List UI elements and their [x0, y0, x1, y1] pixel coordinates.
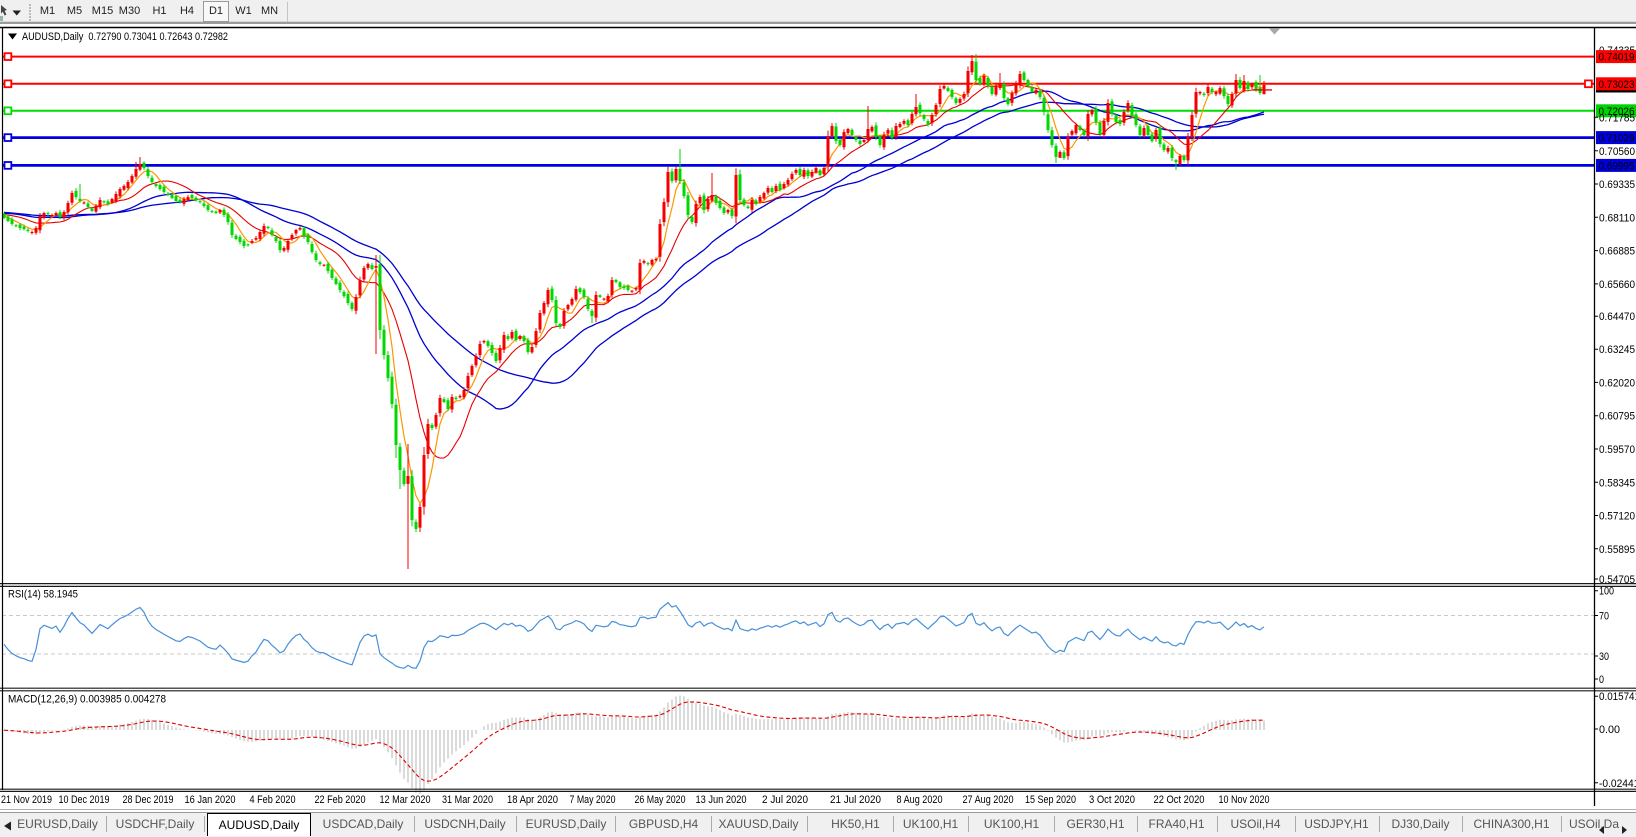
svg-text:18 Apr 2020: 18 Apr 2020: [507, 794, 558, 806]
svg-text:2 Jul 2020: 2 Jul 2020: [762, 794, 808, 806]
svg-text:10 Nov 2020: 10 Nov 2020: [1219, 794, 1270, 806]
svg-text:0.69995: 0.69995: [1599, 160, 1635, 172]
svg-text:4 Feb 2020: 4 Feb 2020: [250, 794, 296, 806]
svg-text:22 Feb 2020: 22 Feb 2020: [315, 794, 366, 806]
svg-text:21 Jul 2020: 21 Jul 2020: [830, 794, 881, 806]
svg-text:0.72026: 0.72026: [1599, 106, 1635, 118]
svg-text:70: 70: [1599, 611, 1609, 623]
svg-text:0.015741: 0.015741: [1599, 691, 1636, 703]
svg-text:0.63245: 0.63245: [1599, 344, 1635, 356]
svg-text:0.00: 0.00: [1599, 724, 1620, 736]
svg-text:0.64470: 0.64470: [1599, 311, 1635, 323]
svg-text:0.69335: 0.69335: [1599, 179, 1635, 191]
svg-text:AUDUSD,Daily 0.72790 0.73041: AUDUSD,Daily 0.72790 0.73041 0.72643 0.7…: [22, 31, 228, 43]
svg-text:31 Mar 2020: 31 Mar 2020: [442, 794, 493, 806]
svg-text:0.73023: 0.73023: [1599, 79, 1635, 91]
svg-text:0.55895: 0.55895: [1599, 544, 1635, 556]
svg-text:0.57120: 0.57120: [1599, 511, 1635, 523]
svg-text:7 May 2020: 7 May 2020: [570, 794, 616, 806]
svg-text:10 Dec 2019: 10 Dec 2019: [59, 794, 110, 806]
svg-text:0.58345: 0.58345: [1599, 477, 1635, 489]
svg-text:MACD(12,26,9) 0.003985 0.00427: MACD(12,26,9) 0.003985 0.004278: [8, 694, 166, 706]
svg-text:0.59570: 0.59570: [1599, 444, 1635, 456]
svg-text:15 Sep 2020: 15 Sep 2020: [1025, 794, 1076, 806]
svg-text:0.74019: 0.74019: [1599, 52, 1635, 64]
svg-text:0.68110: 0.68110: [1599, 212, 1635, 224]
svg-text:0.62020: 0.62020: [1599, 377, 1635, 389]
svg-text:0.70560: 0.70560: [1599, 146, 1635, 158]
svg-text:8 Aug 2020: 8 Aug 2020: [897, 794, 943, 806]
svg-text:28 Dec 2019: 28 Dec 2019: [123, 794, 174, 806]
svg-text:0.54705: 0.54705: [1599, 574, 1635, 586]
svg-text:-0.024412: -0.024412: [1599, 778, 1636, 790]
svg-text:0.71785: 0.71785: [1599, 112, 1635, 124]
svg-text:26 May 2020: 26 May 2020: [635, 794, 686, 806]
svg-text:16 Jan 2020: 16 Jan 2020: [185, 794, 236, 806]
svg-text:100: 100: [1599, 586, 1614, 598]
svg-text:13 Jun 2020: 13 Jun 2020: [696, 794, 747, 806]
svg-text:RSI(14) 58.1945: RSI(14) 58.1945: [8, 589, 78, 601]
svg-text:0.60795: 0.60795: [1599, 411, 1635, 423]
svg-text:22 Oct 2020: 22 Oct 2020: [1154, 794, 1205, 806]
svg-text:3 Oct 2020: 3 Oct 2020: [1089, 794, 1135, 806]
svg-text:0.71029: 0.71029: [1599, 133, 1635, 145]
svg-text:30: 30: [1599, 651, 1609, 663]
svg-text:0: 0: [1599, 674, 1604, 686]
svg-text:21 Nov 2019: 21 Nov 2019: [1, 794, 52, 806]
svg-text:27 Aug 2020: 27 Aug 2020: [963, 794, 1014, 806]
svg-text:0.65660: 0.65660: [1599, 279, 1635, 291]
svg-text:0.66885: 0.66885: [1599, 246, 1635, 258]
svg-text:12 Mar 2020: 12 Mar 2020: [380, 794, 431, 806]
